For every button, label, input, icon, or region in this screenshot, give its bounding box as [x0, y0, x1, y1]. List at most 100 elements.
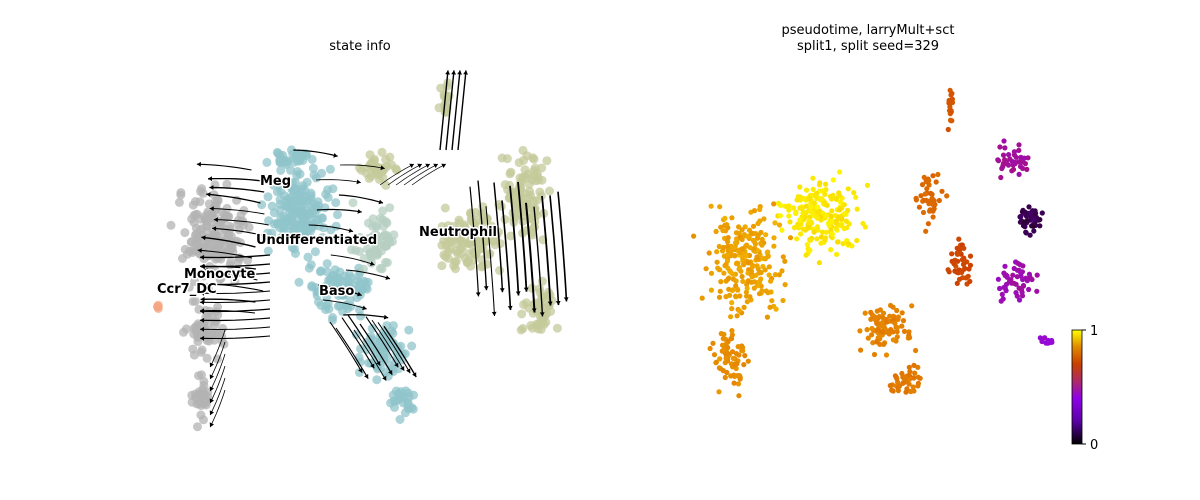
- pseudotime-point: [915, 383, 921, 389]
- cell-point: [516, 325, 526, 335]
- cell-point: [315, 267, 325, 277]
- pseudotime-point: [733, 293, 739, 299]
- streamline-arrow: [209, 362, 214, 368]
- left-panel-title: state info: [329, 39, 391, 54]
- cell-point: [515, 185, 525, 195]
- streamline: [329, 321, 363, 373]
- cell-point: [505, 180, 514, 190]
- streamline-arrow: [333, 153, 338, 158]
- pseudotime-point: [779, 227, 785, 233]
- pseudotime-point: [1020, 276, 1026, 283]
- pseudotime-point: [810, 212, 816, 218]
- cell-point: [527, 283, 537, 293]
- pseudotime-point: [1042, 335, 1048, 341]
- pseudotime-point: [1008, 277, 1014, 283]
- cell-point: [200, 389, 209, 399]
- streamline: [345, 269, 391, 280]
- pseudotime-point: [766, 264, 772, 270]
- cell-point: [520, 165, 530, 175]
- pseudotime-point: [997, 144, 1003, 150]
- streamline-arrow: [425, 163, 430, 168]
- pseudotime-point: [716, 243, 722, 250]
- pseudotime-point: [1016, 142, 1022, 148]
- cell-point: [293, 167, 302, 176]
- cell-point: [404, 325, 414, 335]
- pseudotime-point: [913, 347, 919, 354]
- pseudotime-point: [751, 285, 757, 291]
- streamline-arrow: [475, 292, 481, 297]
- pseudotime-point: [931, 206, 937, 212]
- pseudotime-point: [860, 220, 866, 227]
- pseudotime-point: [815, 227, 821, 233]
- cell-point: [269, 208, 279, 218]
- pseudotime-point: [924, 186, 930, 192]
- cell-point: [276, 186, 286, 196]
- cell-point: [380, 230, 390, 240]
- pseudotime-point: [723, 228, 729, 234]
- pseudotime-point: [869, 325, 875, 332]
- pseudotime-point: [745, 234, 751, 240]
- streamline: [485, 206, 496, 317]
- pseudotime-point: [815, 215, 821, 221]
- cell-point: [191, 322, 201, 332]
- pseudotime-point: [745, 260, 752, 266]
- streamline-arrow: [208, 176, 212, 182]
- pseudotime-point: [758, 269, 764, 276]
- pseudotime-point: [894, 307, 900, 314]
- streamline-arrow: [499, 288, 505, 293]
- pseudotime-point: [1031, 228, 1037, 234]
- pseudotime-point: [1019, 293, 1026, 299]
- cell-point: [375, 263, 385, 273]
- streamline-arrow: [206, 192, 211, 197]
- pseudotime-point: [723, 355, 729, 361]
- cell-point: [166, 220, 176, 230]
- pseudotime-point: [843, 218, 850, 224]
- pseudotime-point: [857, 328, 863, 334]
- streamline: [293, 149, 338, 157]
- pseudotime-point: [1020, 223, 1027, 229]
- pseudotime-point: [771, 235, 777, 241]
- pseudotime-point: [743, 289, 750, 295]
- cell-point: [308, 163, 318, 173]
- pseudotime-point: [862, 310, 868, 316]
- pseudotime-point: [786, 213, 792, 219]
- pseudotime-point: [923, 178, 929, 184]
- pseudotime-point: [733, 278, 739, 284]
- cell-point: [276, 165, 286, 175]
- streamline: [445, 70, 455, 151]
- pseudotime-point: [735, 381, 742, 387]
- cell-point: [328, 315, 337, 325]
- cell-point: [367, 324, 377, 333]
- pseudotime-point: [961, 266, 967, 272]
- right-panel-title: pseudotime, larryMult+sct split1, split …: [768, 23, 968, 55]
- pseudotime-point: [725, 276, 731, 282]
- pseudotime-point: [691, 233, 697, 239]
- pseudotime-point: [837, 207, 843, 213]
- pseudotime-point: [823, 181, 829, 187]
- pseudotime-point: [740, 278, 746, 284]
- pseudotime-point: [853, 194, 859, 200]
- streamline-arrow: [209, 398, 214, 404]
- pseudotime-point: [794, 236, 800, 242]
- pseudotime-point: [733, 351, 740, 357]
- cell-point: [226, 257, 236, 267]
- streamline-arrow: [531, 308, 537, 313]
- pseudotime-point: [894, 325, 901, 331]
- pseudotime-point: [730, 271, 736, 277]
- streamline: [200, 263, 271, 268]
- pseudotime-point: [1024, 278, 1030, 284]
- pseudotime-point: [822, 237, 828, 243]
- pseudotime-point: [798, 221, 804, 227]
- pseudotime-point: [737, 265, 743, 271]
- pseudotime-point: [837, 169, 843, 175]
- pseudotime-point: [735, 287, 741, 293]
- cell-point: [527, 323, 537, 333]
- pseudotime-point: [894, 329, 900, 335]
- cell-point: [371, 222, 381, 232]
- pseudotime-point: [944, 193, 950, 199]
- pseudotime-point: [1043, 340, 1049, 346]
- streamline: [451, 70, 461, 151]
- streamline: [403, 163, 439, 186]
- streamline: [203, 269, 258, 281]
- cell-point: [552, 323, 562, 333]
